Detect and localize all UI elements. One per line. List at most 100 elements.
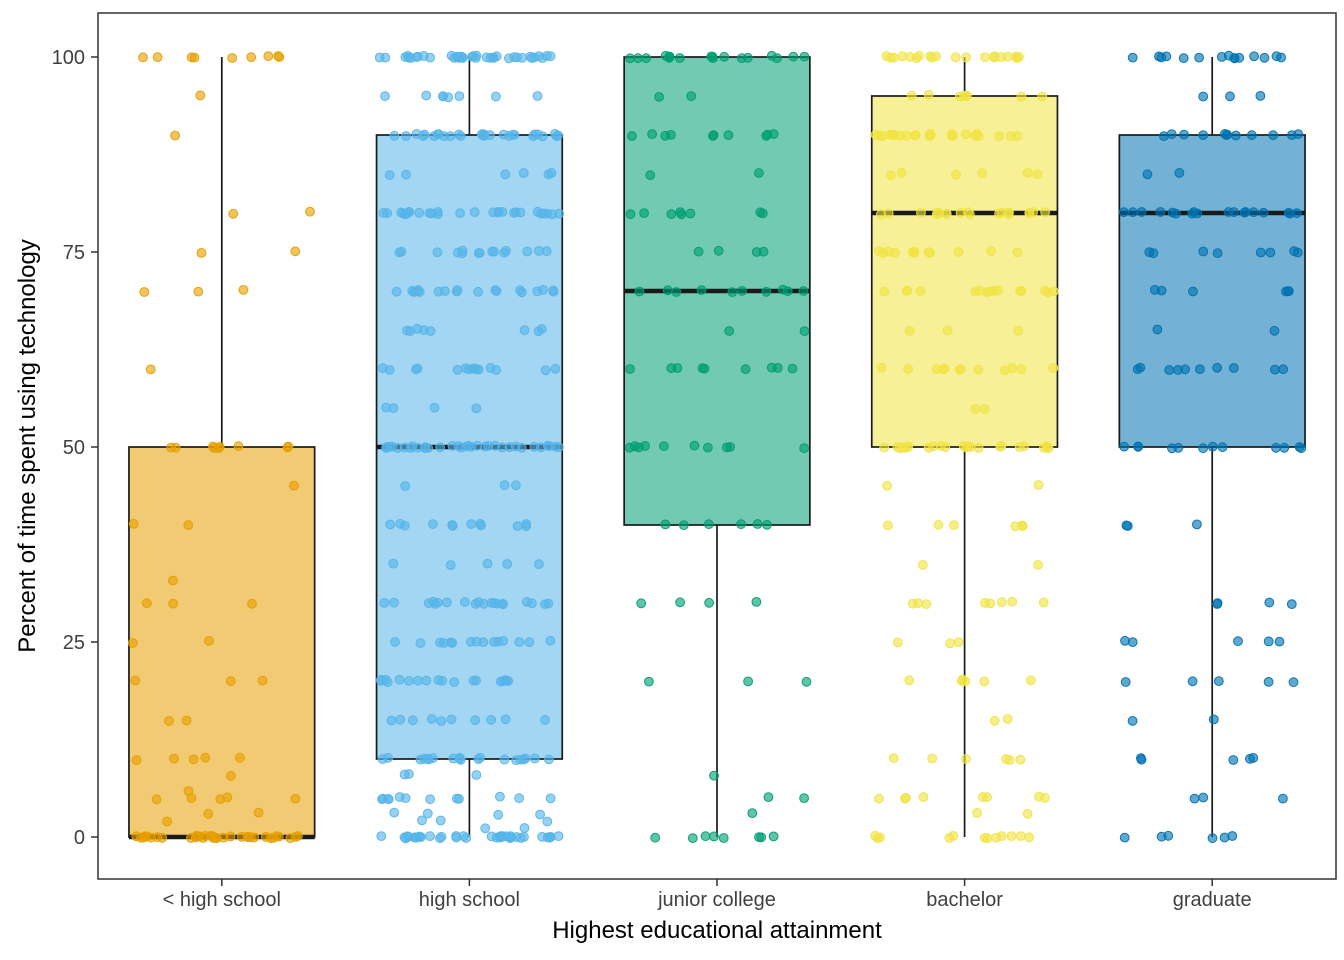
jitter-point [435,442,446,453]
jitter-point [766,362,777,373]
jitter-point [379,598,390,608]
jitter-point [953,637,964,647]
jitter-point [910,130,920,141]
jitter-point [918,792,929,802]
jitter-point [719,51,730,62]
jitter-point [263,51,274,61]
jitter-point [186,52,197,63]
jitter-point [429,402,440,413]
jitter-point [384,170,395,181]
jitter-point [447,637,458,648]
jitter-point [536,208,546,219]
jitter-point [508,129,519,140]
jitter-point [466,441,477,452]
jitter-point [407,715,418,726]
jitter-point [547,209,557,220]
jitter-point [650,832,661,843]
jitter-point [1022,808,1033,819]
jitter-point [469,207,480,218]
y-tick-label: 50 [63,437,85,459]
jitter-point [874,793,884,804]
jitter-point [145,364,156,375]
points-junior-college [624,50,812,843]
x-tick-label: high school [419,889,520,911]
jitter-point [799,326,810,337]
jitter-point [502,559,513,569]
jitter-point [454,753,465,764]
jitter-point [945,638,956,649]
jitter-point [758,246,769,257]
jitter-point [546,168,557,178]
jitter-point [801,676,812,687]
jitter-point [170,442,181,453]
jitter-point [443,92,454,103]
jitter-point [394,792,405,802]
jitter-point [257,675,268,686]
jitter-point [708,130,719,141]
jitter-point [471,770,482,780]
jitter-point [1002,714,1013,724]
jitter-point [941,209,952,219]
jitter-point [253,807,264,818]
jitter-point [486,715,497,725]
jitter-point [903,364,913,374]
jitter-point [1255,247,1266,258]
jitter-point [660,519,671,530]
jitter-point [183,786,194,796]
jitter-point [414,207,425,218]
jitter-point [533,129,543,140]
jitter-point [1014,442,1025,453]
jitter-point [1119,832,1130,843]
jitter-point [633,53,643,64]
jitter-point [545,51,556,62]
jitter-point [970,130,981,141]
jitter-point [453,247,463,258]
jitter-point [1249,51,1259,62]
jitter-point [1120,677,1131,687]
points-high-school [374,50,565,844]
jitter-point [927,753,938,764]
jitter-point [1198,91,1209,102]
jitter-point [480,823,491,834]
jitter-point [1132,364,1143,375]
jitter-point [1289,246,1299,257]
jitter-point [404,769,414,779]
jitter-point [674,53,685,63]
jitter-point [873,246,884,256]
jitter-point [1022,168,1033,178]
boxplot-graduate [1118,57,1306,837]
jitter-point [1225,91,1235,102]
jitter-point [499,480,510,491]
jitter-point [1150,285,1160,295]
jitter-point [519,823,530,833]
jitter-point [529,753,540,764]
jitter-point [170,130,181,141]
jitter-point [544,754,554,765]
jitter-point [1007,596,1018,607]
jitter-point [994,131,1004,142]
jitter-point [200,752,211,763]
jitter-point [522,246,533,257]
jitter-point [208,833,219,843]
jitter-point [426,714,437,724]
jitter-point [1278,793,1288,804]
jitter-point [942,325,953,336]
jitter-point [452,364,463,375]
jitter-point [401,209,412,220]
jitter-point [736,53,747,64]
jitter-point [193,286,204,297]
jitter-point [470,715,481,725]
jitter-point [743,676,753,687]
jitter-point [421,675,432,686]
jitter-point [1012,247,1023,258]
jitter-point [1161,51,1172,62]
jitter-point [1255,91,1266,101]
jitter-point [703,442,713,453]
jitter-point [432,597,443,608]
jitter-point [432,247,443,258]
jitter-point [888,753,899,763]
jitter-point [476,520,486,531]
jitter-point [1296,443,1307,454]
jitter-point [497,598,508,609]
